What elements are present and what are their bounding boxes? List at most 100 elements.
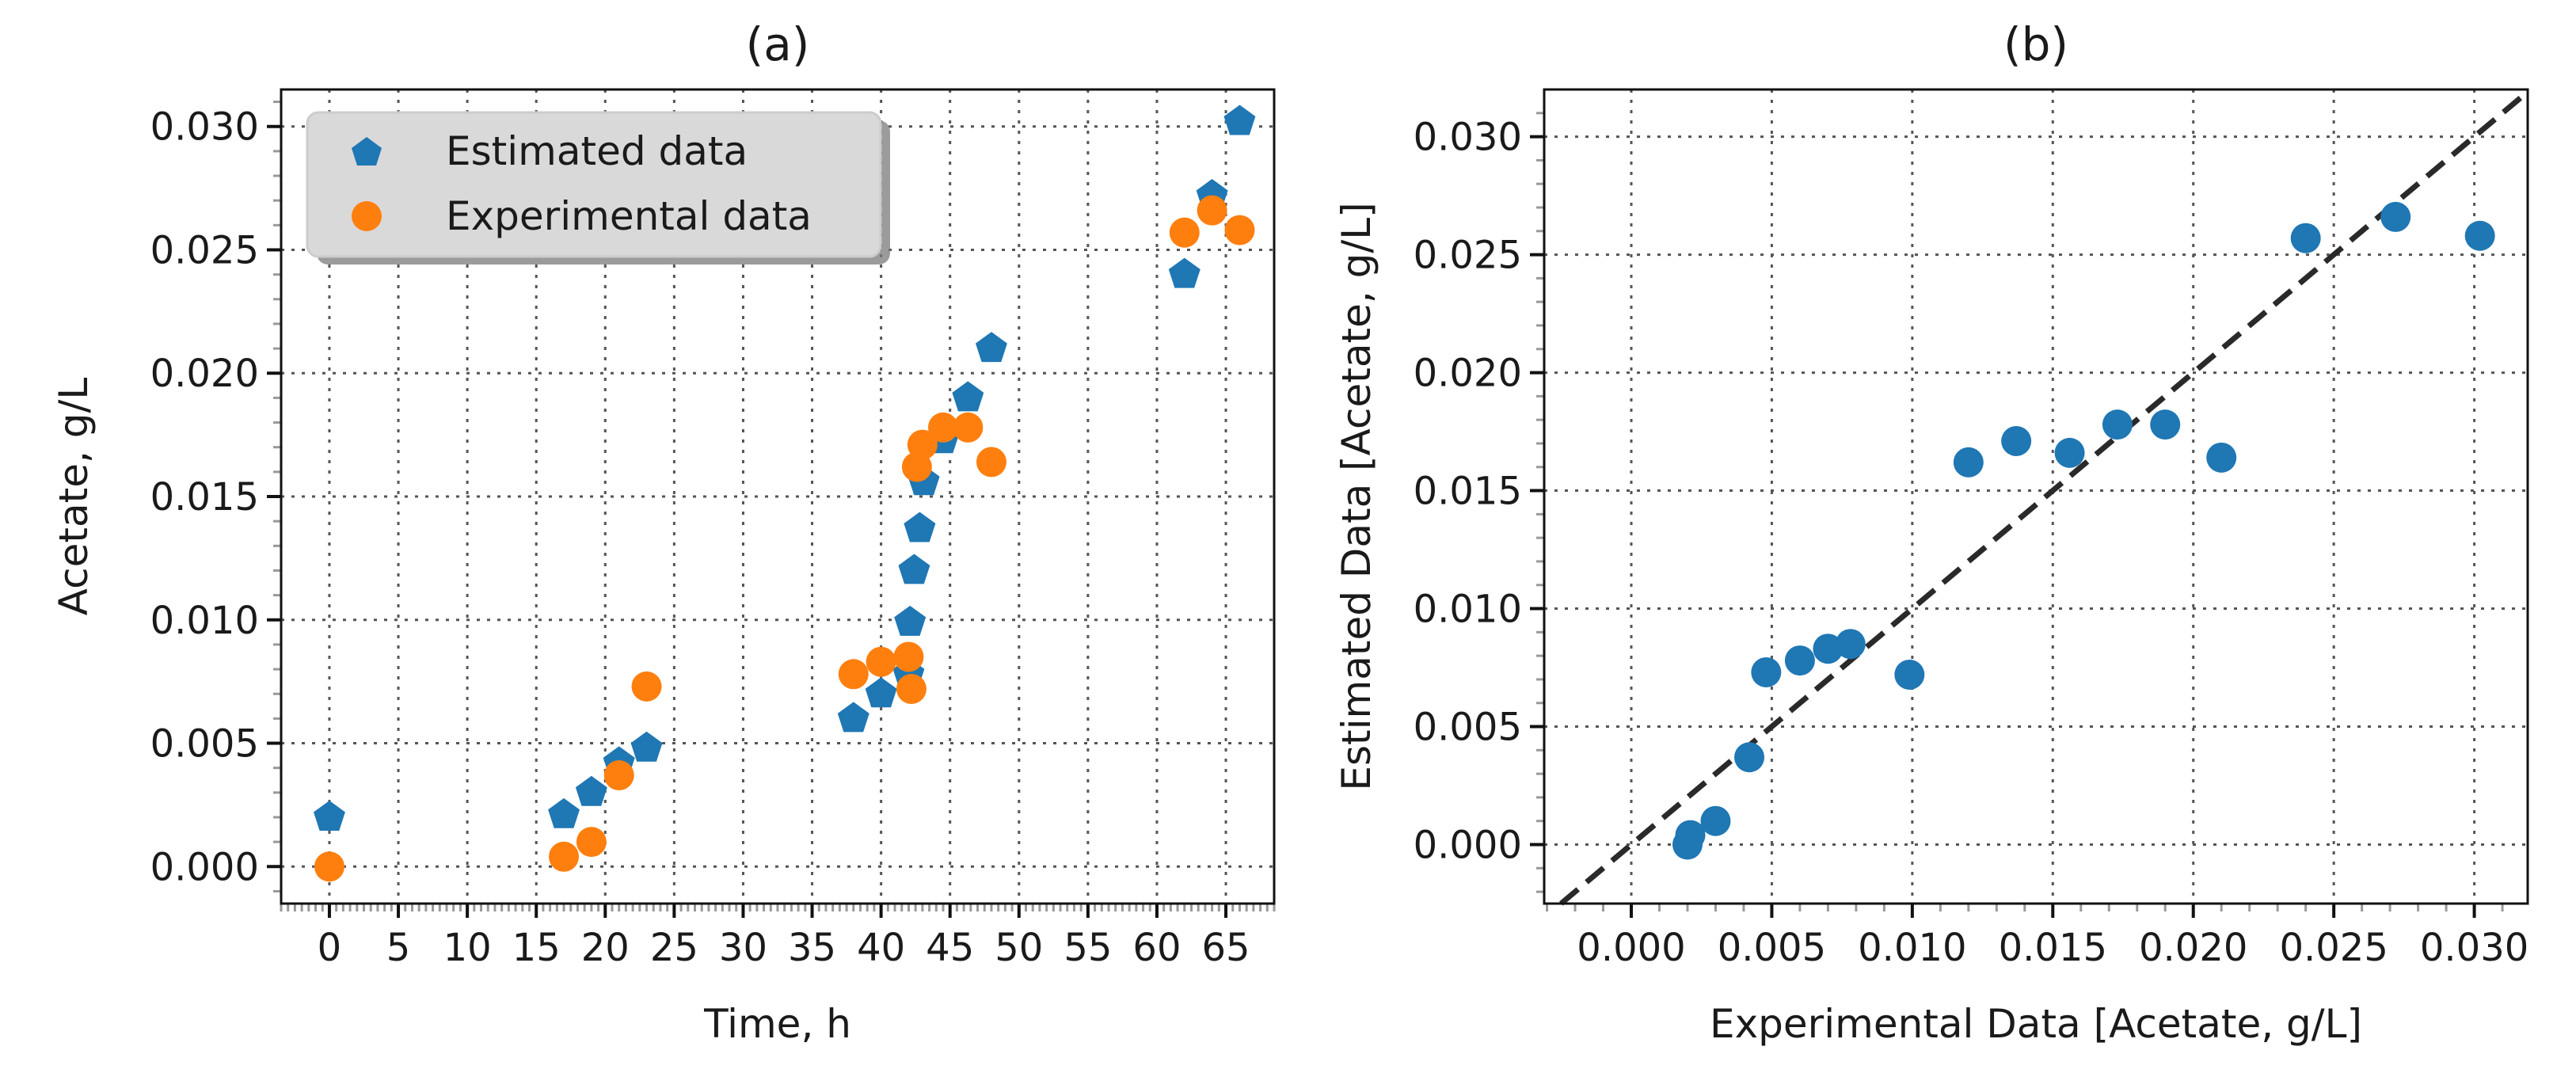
panel-a-minor-ticks [273, 101, 1276, 911]
estimated-data-point [898, 554, 930, 584]
x-tick-label: 50 [995, 926, 1043, 970]
estimated-data-point [548, 797, 580, 828]
legend-circle-marker [352, 201, 382, 231]
comparison-data-point [1835, 629, 1866, 660]
panel-b-y-ticks: 0.000 0.005 0.010 0.015 0.020 0.025 0.030 [1414, 116, 1544, 868]
x-tick-label: 40 [857, 926, 905, 970]
panel-a: (a) 0 5 10 15 20 25 30 35 40 45 50 55 60 65 0.0000.00… [51, 17, 1276, 1047]
experimental-data-point [1169, 217, 1200, 248]
panel-a-y-ticks: 0.000 0.005 0.010 0.015 0.020 0.025 0.030 [150, 105, 281, 889]
experimental-data-point [631, 671, 662, 702]
comparison-data-point [2464, 220, 2495, 251]
estimated-data-point [904, 512, 936, 542]
legend-label-experimental: Experimental data [446, 193, 812, 239]
panel-b: (b) 0.000 0.005 0.010 0.015 0.020 0.025 0.030 … [1334, 17, 2530, 1047]
x-tick-label: 10 [443, 926, 492, 970]
panel-b-x-ticks: 0.000 0.005 0.010 0.015 0.020 0.025 0.030 [1577, 904, 2528, 970]
reference-line [1559, 89, 2530, 906]
y-tick-label: 0.000 [150, 845, 259, 889]
y-tick-label: 0.020 [150, 352, 259, 396]
panel-b-frame [1543, 88, 2529, 905]
experimental-data-point [928, 412, 958, 443]
experimental-data-point [576, 827, 607, 858]
y-tick-label: 0.025 [150, 228, 259, 272]
experimental-data-point [1197, 195, 1227, 226]
y-tick-label: 0.015 [1414, 470, 1522, 514]
experimental-data-point [896, 673, 927, 704]
experimental-data-point [976, 447, 1006, 478]
comparison-data-point [2290, 223, 2321, 253]
y-tick-label: 0.025 [1414, 234, 1522, 278]
panel-a-x-ticks: 0 5 10 15 20 25 30 35 40 45 50 55 60 65 [318, 904, 1250, 970]
y-tick-label: 0.010 [1414, 588, 1522, 632]
comparison-data-point [1953, 447, 1984, 478]
x-tick-label: 55 [1064, 926, 1112, 970]
x-tick-label: 0.030 [2420, 926, 2528, 970]
comparison-data-point [2380, 201, 2411, 232]
comparison-data-point [1784, 645, 1815, 676]
y-tick-label: 0.010 [150, 599, 259, 643]
x-tick-label: 0.015 [1999, 926, 2107, 970]
x-tick-label: 60 [1132, 926, 1181, 970]
x-tick-label: 30 [719, 926, 767, 970]
comparison-data-point [1675, 820, 1706, 851]
estimated-data-point [865, 677, 897, 708]
experimental-data-point [603, 760, 634, 791]
experimental-data-point [314, 851, 344, 882]
x-tick-label: 0.005 [1718, 926, 1826, 970]
comparison-data-point [1751, 656, 1782, 687]
experimental-data-point [907, 429, 938, 460]
panel-b-grid [1544, 89, 2528, 904]
x-tick-label: 0.000 [1577, 926, 1685, 970]
experimental-data-point [549, 841, 580, 872]
estimated-data-point [976, 332, 1007, 363]
comparison-data-point [1700, 805, 1731, 836]
estimated-data-point [1223, 105, 1256, 135]
comparison-data-point [2102, 409, 2133, 440]
experimental-data-point [866, 646, 896, 677]
x-tick-label: 25 [650, 926, 698, 970]
panel-a-legend: Estimated data Experimental data [306, 111, 890, 264]
panel-b-x-label: Experimental Data [Acetate, g/L] [1710, 1001, 2362, 1047]
comparison-data-point [2150, 409, 2181, 440]
x-tick-label: 35 [788, 926, 836, 970]
x-tick-label: 0.025 [2279, 926, 2388, 970]
panel-a-points [314, 105, 1256, 882]
legend-pentagon-marker [352, 137, 382, 166]
panel-b-y-label: Estimated Data [Acetate, g/L] [1334, 202, 1379, 790]
y-tick-label: 0.015 [150, 475, 259, 519]
x-tick-label: 15 [512, 926, 561, 970]
experimental-data-point [838, 659, 869, 690]
x-tick-label: 45 [926, 926, 974, 970]
y-tick-label: 0.000 [1414, 824, 1522, 868]
x-tick-label: 20 [581, 926, 630, 970]
comparison-data-point [2054, 437, 2085, 468]
experimental-data-point [953, 412, 984, 443]
comparison-data-point [2001, 425, 2032, 456]
panel-a-title: (a) [746, 17, 810, 71]
experimental-data-point [893, 641, 924, 672]
panel-a-x-label: Time, h [703, 1001, 851, 1047]
estimated-data-point [952, 381, 984, 412]
x-tick-label: 0.010 [1858, 926, 1966, 970]
panel-b-points [1672, 201, 2495, 860]
panel-b-title: (b) [2003, 17, 2068, 71]
experimental-data-point [1224, 215, 1255, 245]
estimated-data-point [837, 702, 869, 733]
y-tick-label: 0.020 [1414, 352, 1522, 396]
estimated-data-point [575, 775, 607, 806]
panel-a-y-label: Acetate, g/L [51, 378, 97, 616]
comparison-data-point [1813, 634, 1844, 664]
x-tick-label: 5 [386, 926, 411, 970]
x-tick-label: 0.020 [2139, 926, 2247, 970]
y-tick-label: 0.005 [150, 722, 259, 767]
legend-label-estimated: Estimated data [446, 128, 748, 174]
estimated-data-point [1168, 257, 1200, 288]
x-tick-label: 0 [318, 926, 342, 970]
estimated-data-point [314, 801, 345, 831]
comparison-data-point [1734, 742, 1765, 773]
panel-a-frame [280, 88, 1276, 905]
y-tick-label: 0.030 [150, 105, 259, 150]
y-tick-label: 0.005 [1414, 706, 1522, 750]
